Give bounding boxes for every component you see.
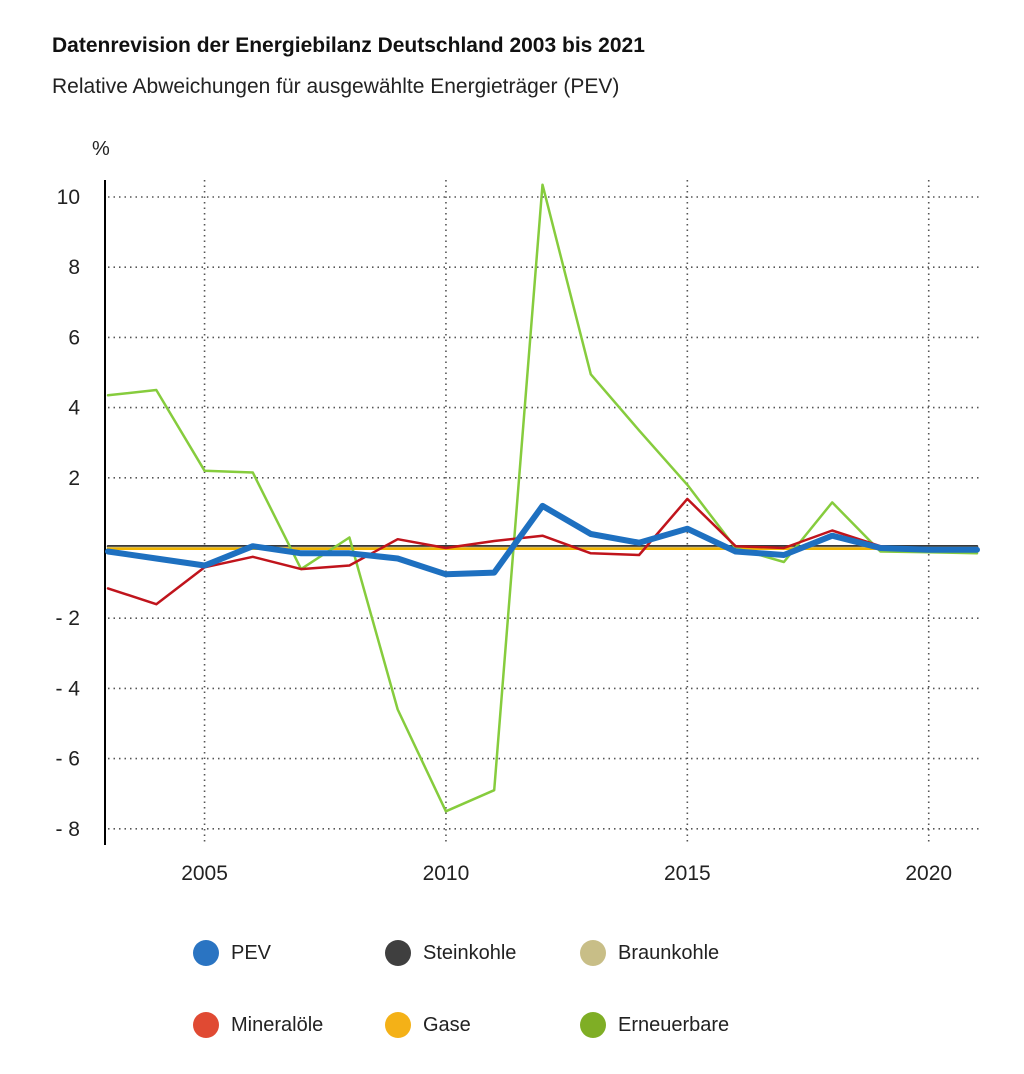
legend-item: Braunkohle [580,940,719,966]
x-tick-label: 2005 [181,862,228,885]
series-line-erneuerbare [106,183,979,813]
legend-label: Erneuerbare [618,1013,730,1036]
y-tick-label: 8 [68,256,80,279]
legend-swatch [580,1012,606,1038]
series-line-pev [105,502,980,578]
y-tick-label: - 4 [55,677,80,700]
legend-swatch [193,1012,219,1038]
x-tick-label: 2020 [905,862,952,885]
legend-label: Mineralöle [231,1013,324,1036]
legend-label: Gase [423,1013,471,1036]
legend-label: Steinkohle [423,941,517,964]
legend-swatch [385,1012,411,1038]
y-axis-unit-label: % [92,138,110,160]
legend-label: PEV [231,941,272,964]
legend-item: Gase [385,1012,471,1038]
x-tick-label: 2015 [664,862,711,885]
line-chart: 10 8 6 4 2 - 2 - 4 - 6 - 8 2005 2010 2015 2020 [55,180,980,885]
y-tick-label: 4 [68,397,80,420]
chart-title: Datenrevision der Energiebilanz Deutschl… [52,34,645,57]
legend-item: Mineralöle [193,1012,323,1038]
legend-swatch [385,940,411,966]
y-tick-label: - 8 [55,818,80,841]
legend-item: PEV [193,940,271,966]
y-tick-label: - 6 [55,748,80,771]
chart-subtitle: Relative Abweichungen für ausgewählte En… [52,75,620,98]
y-tick-label: 2 [68,467,80,490]
y-tick-label: 10 [57,186,80,209]
y-tick-label: - 2 [55,607,80,630]
legend-swatch [193,940,219,966]
series-line-mineral-le [106,497,979,606]
x-tick-label: 2010 [423,862,470,885]
legend-item: Steinkohle [385,940,516,966]
legend-label: Braunkohle [618,941,720,964]
legend-item: Erneuerbare [580,1012,729,1038]
y-tick-label: 6 [68,326,80,349]
legend-swatch [580,940,606,966]
